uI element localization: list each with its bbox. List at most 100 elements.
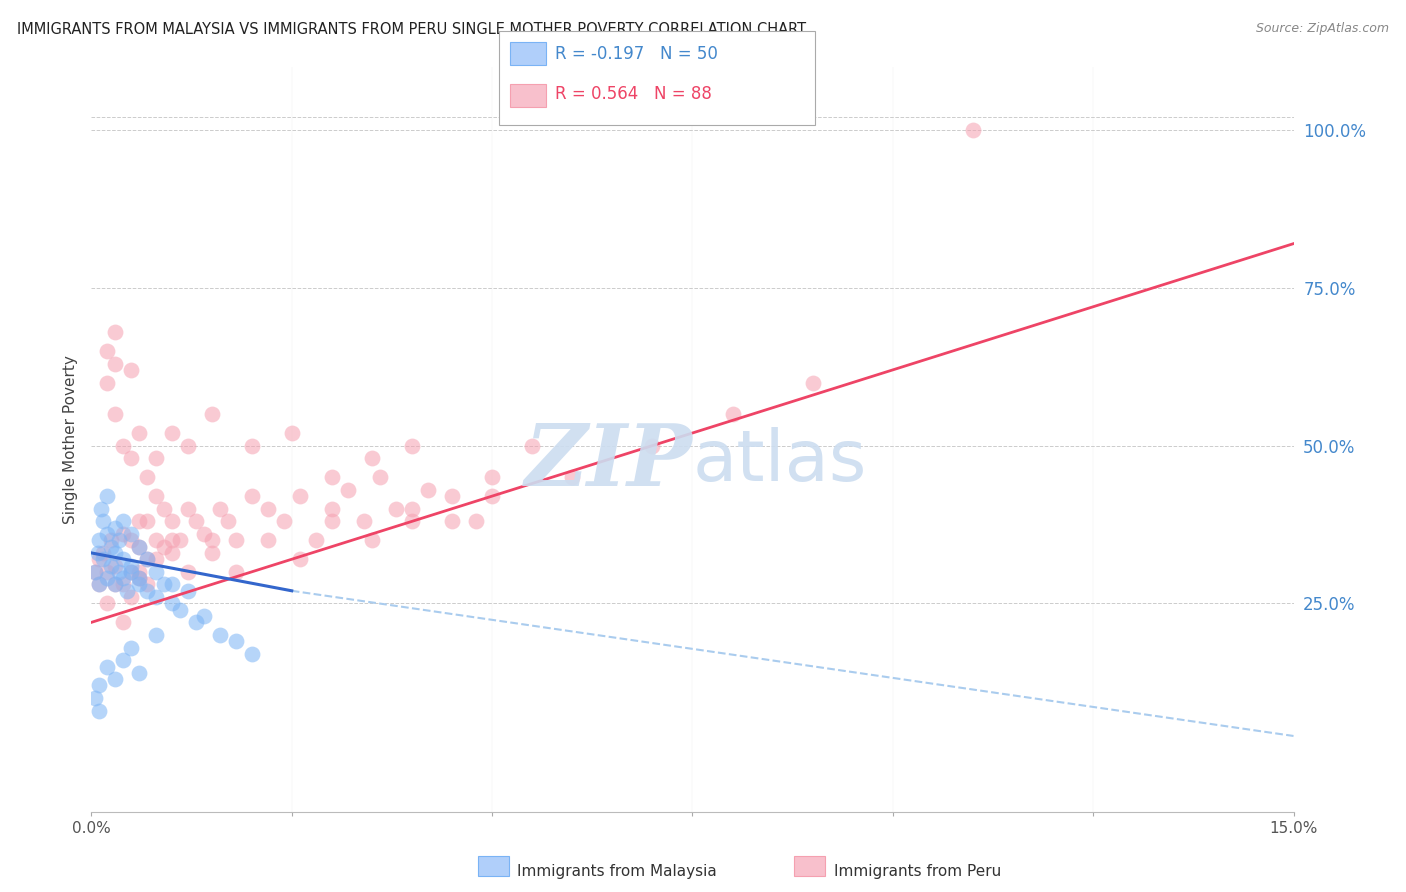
- Point: [401, 439, 423, 453]
- Point: [160, 533, 183, 548]
- Point: [401, 514, 423, 528]
- Point: [321, 514, 343, 528]
- Point: [96, 596, 118, 610]
- Point: [93, 514, 115, 528]
- Point: [87, 546, 110, 560]
- Point: [440, 514, 463, 528]
- Point: [96, 376, 118, 390]
- Point: [121, 565, 143, 579]
- Point: [121, 527, 143, 541]
- Point: [108, 533, 131, 548]
- Point: [721, 407, 744, 421]
- Point: [96, 565, 118, 579]
- Point: [112, 552, 135, 566]
- Point: [96, 571, 118, 585]
- Point: [176, 565, 198, 579]
- Point: [121, 565, 143, 579]
- Point: [112, 514, 135, 528]
- Text: ZIP: ZIP: [524, 420, 692, 503]
- Point: [522, 439, 544, 453]
- Point: [128, 571, 150, 585]
- Point: [208, 501, 231, 516]
- Point: [104, 558, 127, 573]
- Point: [208, 628, 231, 642]
- Point: [96, 489, 118, 503]
- Point: [305, 533, 328, 548]
- Point: [240, 489, 263, 503]
- Point: [288, 552, 311, 566]
- Point: [176, 583, 198, 598]
- Point: [201, 407, 224, 421]
- Point: [145, 628, 167, 642]
- Point: [104, 357, 127, 371]
- Point: [112, 571, 135, 585]
- Point: [481, 489, 503, 503]
- Point: [416, 483, 439, 497]
- Point: [385, 501, 408, 516]
- Point: [90, 501, 112, 516]
- Point: [184, 514, 207, 528]
- Point: [84, 565, 107, 579]
- Point: [104, 546, 127, 560]
- Point: [100, 533, 122, 548]
- Point: [145, 552, 167, 566]
- Point: [121, 363, 143, 377]
- Point: [217, 514, 239, 528]
- Point: [128, 565, 150, 579]
- Point: [193, 609, 215, 624]
- Point: [104, 577, 127, 591]
- Point: [104, 577, 127, 591]
- Point: [160, 425, 183, 440]
- Point: [145, 489, 167, 503]
- Point: [152, 540, 174, 554]
- Point: [801, 376, 824, 390]
- Point: [481, 470, 503, 484]
- Text: atlas: atlas: [692, 427, 868, 496]
- Point: [128, 665, 150, 680]
- Point: [193, 527, 215, 541]
- Point: [100, 558, 122, 573]
- Point: [89, 552, 111, 566]
- Point: [128, 571, 150, 585]
- Point: [160, 577, 183, 591]
- Point: [112, 577, 135, 591]
- Point: [368, 470, 391, 484]
- Point: [336, 483, 359, 497]
- Point: [176, 501, 198, 516]
- Point: [360, 533, 382, 548]
- Point: [152, 577, 174, 591]
- Point: [136, 583, 159, 598]
- Point: [112, 653, 135, 667]
- Point: [104, 521, 127, 535]
- Point: [145, 590, 167, 604]
- Point: [112, 527, 135, 541]
- Point: [401, 501, 423, 516]
- Point: [128, 540, 150, 554]
- Text: R = 0.564   N = 88: R = 0.564 N = 88: [555, 85, 713, 103]
- Point: [321, 470, 343, 484]
- Point: [104, 407, 127, 421]
- Point: [225, 634, 247, 648]
- Point: [201, 546, 224, 560]
- Point: [96, 343, 118, 358]
- Point: [136, 470, 159, 484]
- Point: [225, 533, 247, 548]
- Point: [169, 533, 191, 548]
- Point: [96, 659, 118, 673]
- Point: [121, 533, 143, 548]
- Text: R = -0.197   N = 50: R = -0.197 N = 50: [555, 45, 718, 62]
- Point: [128, 514, 150, 528]
- Point: [152, 501, 174, 516]
- Point: [112, 615, 135, 630]
- Point: [145, 451, 167, 466]
- Text: Immigrants from Malaysia: Immigrants from Malaysia: [517, 864, 717, 879]
- Point: [84, 565, 107, 579]
- Point: [169, 603, 191, 617]
- Point: [256, 533, 278, 548]
- Point: [136, 514, 159, 528]
- Point: [121, 590, 143, 604]
- Point: [136, 577, 159, 591]
- Point: [225, 565, 247, 579]
- Point: [160, 546, 183, 560]
- Point: [561, 470, 583, 484]
